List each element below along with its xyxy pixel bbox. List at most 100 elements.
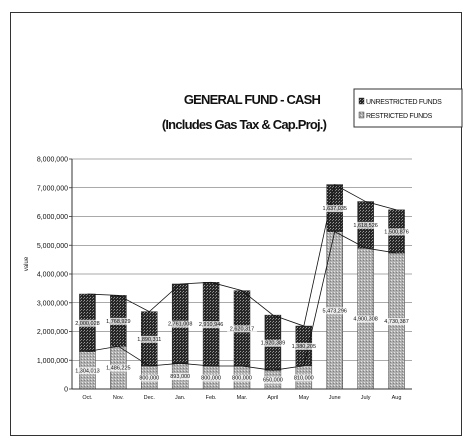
- legend-swatch-restricted: [358, 111, 365, 119]
- gridlines: [72, 158, 412, 361]
- data-label-unrestricted: 1,618,526: [353, 223, 377, 229]
- data-label-restricted: 800,000: [232, 376, 252, 382]
- data-label-restricted-group: 4,900,308: [350, 315, 381, 323]
- data-label-unrestricted-group: 2,761,008: [165, 320, 196, 328]
- data-label-unrestricted: 1,380,205: [292, 344, 316, 350]
- legend-box: [353, 88, 463, 128]
- data-label-restricted: 1,486,225: [106, 366, 130, 372]
- data-label-unrestricted: 2,000,028: [75, 321, 99, 327]
- data-label-restricted: 1,304,013: [75, 368, 99, 374]
- y-tick-label: 5,000,000: [37, 243, 68, 250]
- x-category-label: April: [267, 395, 278, 401]
- data-label-unrestricted-bg: [381, 228, 412, 236]
- data-label-unrestricted-group: 1,920,389: [257, 339, 288, 347]
- y-tick-label: 3,000,000: [37, 300, 68, 307]
- y-axis-ticks: 0 1,000,000 2,000,000 3,000,000 4,000,000 5,0…: [37, 157, 72, 394]
- data-label-restricted-group: 800,000: [230, 374, 254, 382]
- bars: [79, 184, 405, 390]
- legend: UNRESTRICTED FUNDS RESTRICTED FUNDS: [353, 88, 463, 128]
- data-label-unrestricted-bg: [196, 321, 227, 329]
- legend-swatch-unrestricted: [358, 97, 365, 105]
- data-label-unrestricted: 2,910,946: [199, 322, 223, 328]
- data-label-unrestricted: 1,920,389: [261, 341, 285, 347]
- x-category-label: July: [361, 395, 371, 401]
- data-label-unrestricted-group: 1,618,526: [350, 221, 381, 229]
- data-label-unrestricted: 1,768,929: [106, 319, 130, 325]
- data-label-unrestricted-group: 1,637,035: [319, 205, 350, 213]
- data-label-unrestricted: 2,761,008: [168, 322, 192, 328]
- data-label-restricted-bg: [137, 374, 162, 382]
- x-category-label: Mar.: [237, 395, 248, 401]
- y-tick-label: 8,000,000: [37, 157, 68, 164]
- data-label-restricted-bg: [230, 374, 254, 382]
- data-label-restricted-bg: [291, 374, 316, 382]
- data-label-restricted: 893,000: [170, 374, 190, 380]
- data-label-unrestricted-bg: [103, 317, 134, 325]
- data-label-unrestricted-bg: [288, 342, 319, 350]
- legend-label-restricted: RESTRICTED FUNDS: [366, 113, 433, 120]
- chart-title: GENERAL FUND - CASH: [184, 92, 321, 107]
- series-lines: [87, 183, 397, 371]
- data-label-unrestricted-bg: [134, 335, 165, 343]
- y-tick-label: 6,000,000: [37, 214, 68, 221]
- data-label-restricted-group: 5,473,296: [319, 307, 350, 315]
- data-label-unrestricted-group: 1,500,876: [381, 228, 412, 236]
- data-label-restricted-bg: [103, 364, 134, 372]
- data-label-restricted-bg: [72, 367, 103, 375]
- series-line-unrestricted: [87, 183, 397, 327]
- y-tick-label: 2,000,000: [37, 329, 68, 336]
- y-tick-label: 1,000,000: [37, 358, 68, 365]
- data-label-restricted: 800,000: [139, 376, 159, 382]
- data-label-restricted-group: 800,000: [137, 374, 162, 382]
- x-category-label: Nov.: [113, 395, 124, 401]
- data-label-unrestricted-group: 1,380,205: [288, 342, 319, 350]
- data-label-unrestricted-bg: [257, 339, 288, 347]
- data-label-unrestricted: 1,637,035: [322, 206, 346, 212]
- data-label-restricted: 650,000: [263, 378, 283, 384]
- data-label-unrestricted: 2,620,317: [230, 326, 254, 332]
- data-label-restricted-group: 800,000: [199, 374, 223, 382]
- chart-subtitle: (Includes Gas Tax & Cap.Proj.): [162, 117, 327, 132]
- data-label-unrestricted-group: 2,000,028: [72, 319, 103, 327]
- series-line-restricted: [87, 231, 397, 371]
- data-label-unrestricted-bg: [227, 325, 257, 333]
- data-label-unrestricted-group: 2,910,946: [196, 321, 227, 329]
- data-label-restricted-bg: [168, 373, 193, 381]
- data-label-unrestricted-group: 2,620,317: [227, 325, 257, 333]
- y-tick-label: 0: [64, 387, 68, 394]
- y-tick-label: 4,000,000: [37, 272, 68, 279]
- data-label-unrestricted: 1,890,311: [137, 337, 161, 343]
- data-label-restricted: 4,900,308: [353, 317, 377, 323]
- data-label-unrestricted-bg: [72, 319, 103, 327]
- x-category-label: Dec.: [144, 395, 156, 401]
- legend-label-unrestricted: UNRESTRICTED FUNDS: [366, 99, 442, 106]
- x-category-label: Aug: [392, 395, 402, 401]
- data-label-unrestricted-bg: [350, 221, 381, 229]
- data-label-restricted: 800,000: [201, 376, 221, 382]
- data-label-restricted-bg: [199, 374, 223, 382]
- data-label-unrestricted-bg: [319, 205, 350, 213]
- data-label-restricted-bg: [261, 376, 285, 384]
- data-label-restricted-group: 810,000: [291, 374, 316, 382]
- data-labels: 1,304,013 2,000,028 1,486,225 1,768,929 800,…: [72, 205, 412, 384]
- data-label-restricted-group: 893,000: [168, 373, 193, 381]
- data-label-unrestricted-bg: [165, 320, 196, 328]
- data-label-restricted: 5,473,296: [322, 308, 346, 314]
- data-label-restricted-group: 4,730,387: [381, 318, 412, 326]
- y-axis-label: value: [24, 256, 30, 271]
- data-label-unrestricted-group: 1,890,311: [134, 335, 165, 343]
- data-label-unrestricted: 1,500,876: [384, 229, 408, 235]
- data-label-restricted-bg: [350, 315, 381, 323]
- data-label-restricted-group: 1,304,013: [72, 367, 103, 375]
- data-label-restricted-group: 650,000: [261, 376, 285, 384]
- data-label-restricted-bg: [319, 307, 350, 315]
- data-label-restricted: 4,730,387: [384, 319, 408, 325]
- data-label-restricted-group: 1,486,225: [103, 364, 134, 372]
- x-category-label: May: [299, 395, 310, 401]
- y-tick-label: 7,000,000: [37, 185, 68, 192]
- data-label-restricted: 810,000: [294, 375, 314, 381]
- x-category-label: Oct.: [82, 395, 93, 401]
- x-category-label: Jan.: [175, 395, 186, 401]
- x-axis-categories: Oct. Nov. Dec. Jan. Feb. Mar. April May June July…: [82, 395, 401, 401]
